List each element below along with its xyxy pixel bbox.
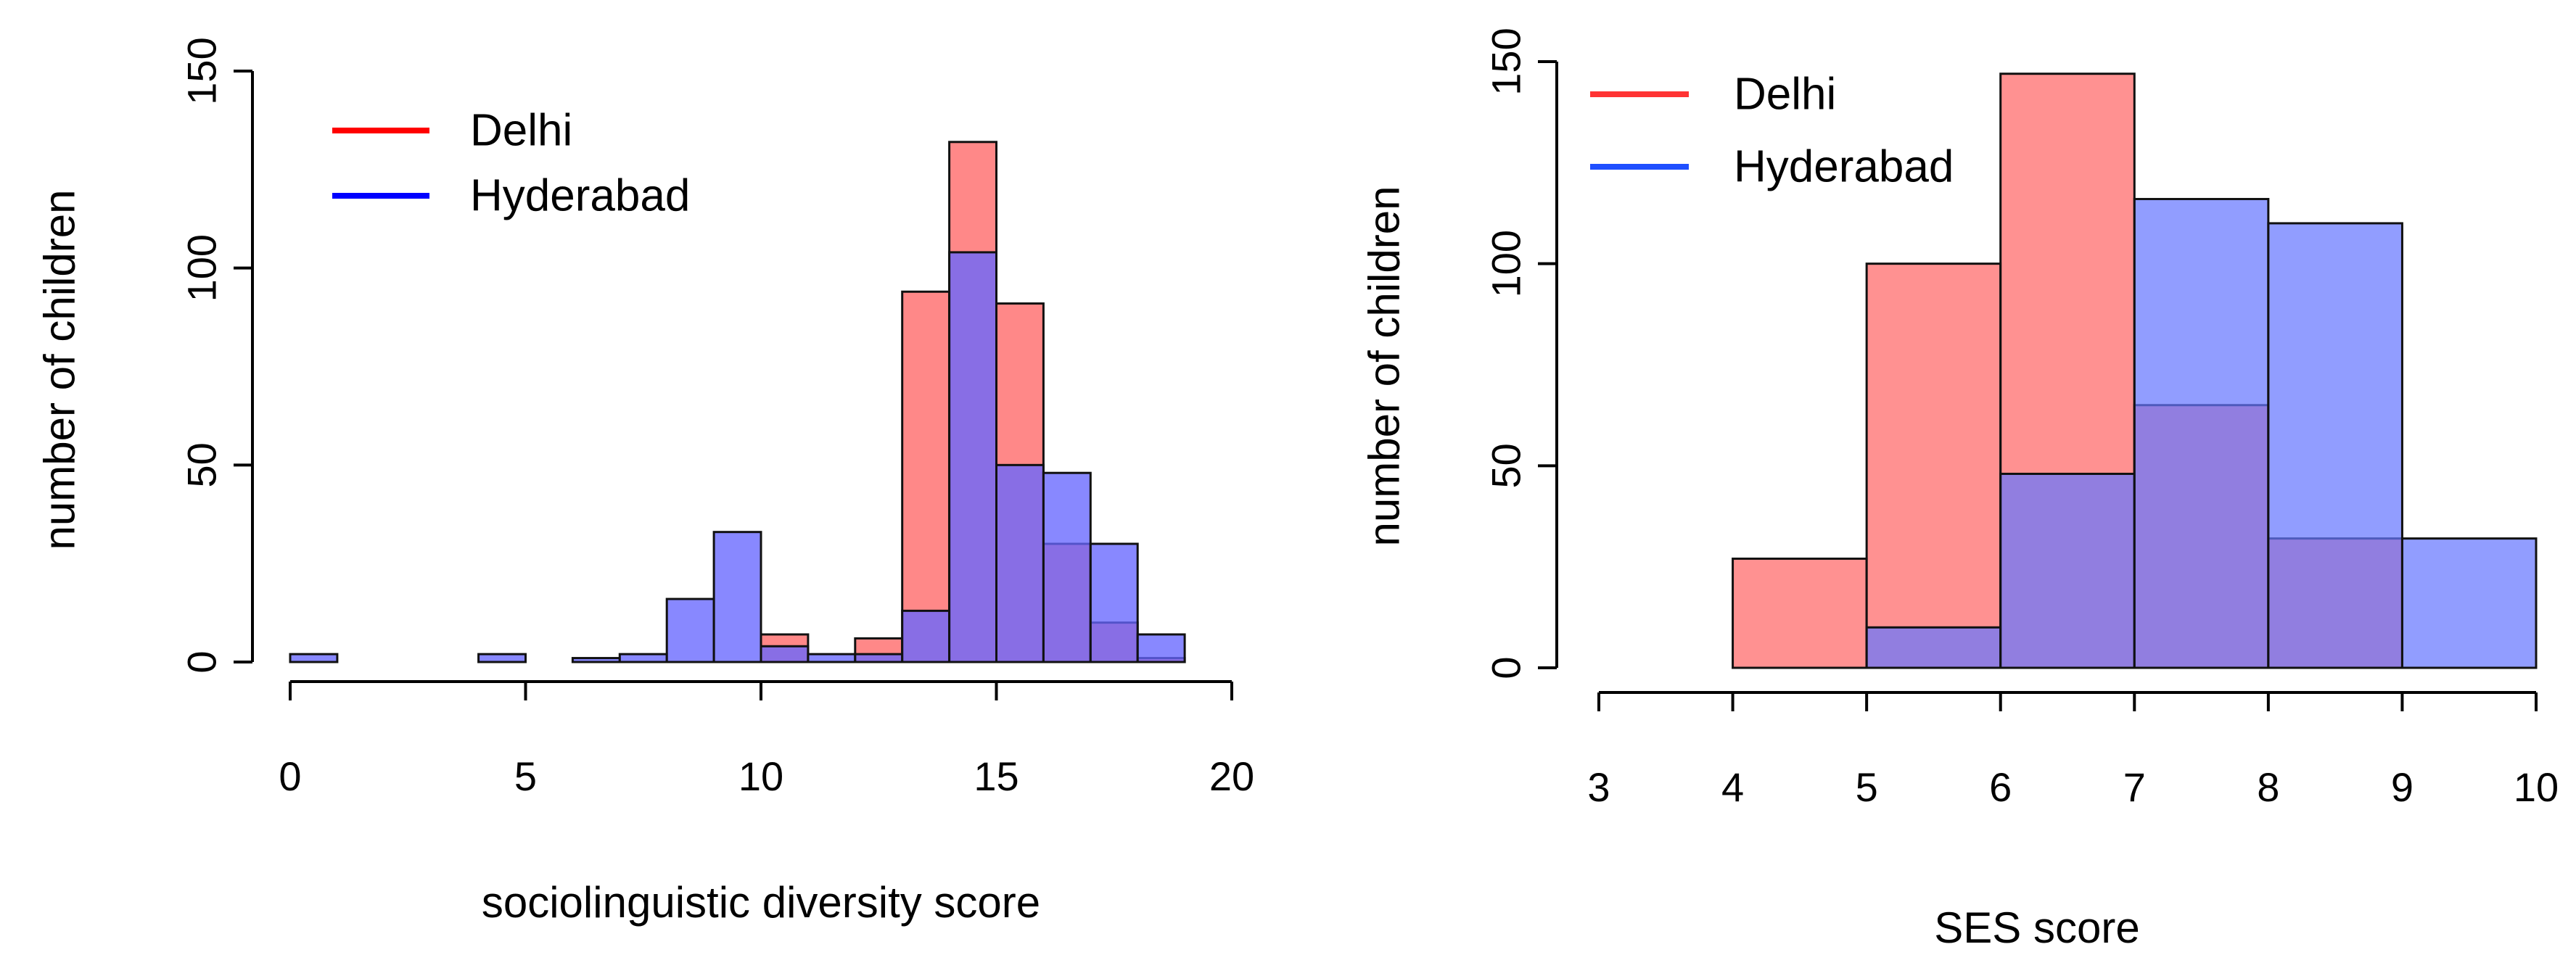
- chart-1-x-axis: 0 5 10 15 20: [279, 680, 1254, 799]
- chart-2-y-tick-label: 100: [1484, 230, 1529, 297]
- chart-2-bar-hyderabad-6: [1999, 472, 2136, 669]
- chart-1-bar-hyderabad-9: [712, 531, 762, 663]
- chart-1-bar-delhi-13: [901, 290, 951, 663]
- chart-2-bar-hyderabad-9: [2400, 537, 2538, 669]
- chart-2-bar-delhi-5: [1865, 262, 2002, 669]
- chart-2-legend: Delhi Hyderabad: [1590, 70, 1954, 192]
- chart-2-x-axis: 3 4 5 6 7 8 9 10: [1587, 691, 2559, 810]
- chart-1-y-axis: 0 50 100 150: [179, 37, 254, 674]
- chart-1-x-tick-label: 20: [1209, 753, 1254, 799]
- chart-2-x-tick-label: 9: [2391, 764, 2414, 810]
- chart-1-x-tick-label: 5: [514, 753, 537, 799]
- chart-1-x-tick-label: 15: [974, 753, 1019, 799]
- chart-2-xlabel: SES score: [1934, 903, 2139, 952]
- chart-1-bar-hyderabad-15: [995, 463, 1045, 663]
- chart-2-bar-hyderabad-7: [2133, 197, 2270, 669]
- chart-1-bar-hyderabad-16: [1042, 471, 1092, 663]
- chart-1-legend-label-delhi: Delhi: [470, 106, 572, 156]
- chart-2-series-hyderabad: [1865, 197, 2538, 669]
- chart-2-y-tick-label: 0: [1484, 656, 1529, 679]
- chart-2-legend-label-delhi: Delhi: [1734, 70, 1836, 120]
- chart-2-x-tick-label: 5: [1856, 764, 1878, 810]
- chart-2-bar-hyderabad-5: [1865, 626, 2002, 669]
- chart-2-x-tick-label: 8: [2257, 764, 2279, 810]
- chart-2-bar-delhi-4: [1732, 558, 1868, 669]
- chart-2-x-tick-label: 3: [1587, 764, 1610, 810]
- chart-1-bar-hyderabad-17: [1089, 542, 1139, 663]
- chart-1-y-tick-label: 100: [179, 234, 225, 302]
- chart-1-x-tick-label: 0: [279, 753, 301, 799]
- chart-1-bar-hyderabad-4: [477, 653, 527, 663]
- chart-1-bar-hyderabad-13: [901, 609, 951, 663]
- chart-1-legend: Delhi Hyderabad: [332, 106, 690, 221]
- chart-2-x-tick-label: 7: [2123, 764, 2146, 810]
- chart-1-ylabel: number of children: [36, 190, 84, 550]
- chart-1-bar-hyderabad-11: [807, 653, 857, 663]
- chart-1-bar-hyderabad-6: [571, 657, 621, 663]
- chart-1-bar-hyderabad-18: [1136, 633, 1186, 663]
- chart-1-series-hyderabad: [289, 251, 1186, 663]
- chart-1-xlabel: sociolinguistic diversity score: [482, 878, 1040, 927]
- chart-2-bar-hyderabad-8: [2267, 222, 2403, 669]
- chart-1-bar-hyderabad-8: [665, 597, 715, 663]
- chart-2-x-tick-label: 6: [1989, 764, 2012, 810]
- chart-1-y-tick-label: 0: [179, 650, 225, 673]
- chart-2-x-tick-label: 4: [1721, 764, 1744, 810]
- chart-2-ylabel: number of children: [1360, 186, 1409, 547]
- chart-2-y-tick-label: 50: [1484, 443, 1529, 488]
- chart-2-y-tick-label: 150: [1484, 28, 1529, 95]
- chart-1-y-tick-label: 150: [179, 37, 225, 104]
- chart-2-y-axis: 0 50 100 150: [1484, 28, 1558, 679]
- chart-1-bar-hyderabad-14: [948, 251, 997, 663]
- sociolinguistic-histogram-panel: 0 5 10 15 20 0 50 100 150 sociolinguistic diversi…: [36, 37, 1255, 927]
- chart-1-legend-label-hyderabad: Hyderabad: [470, 171, 690, 221]
- chart-1-bar-hyderabad-7: [618, 653, 668, 663]
- chart-1-bar-hyderabad-0: [289, 653, 339, 663]
- chart-2-x-tick-label: 10: [2514, 764, 2559, 810]
- chart-1-x-tick-label: 10: [738, 753, 783, 799]
- chart-2-legend-label-hyderabad: Hyderabad: [1734, 142, 1954, 192]
- chart-1-bar-hyderabad-10: [760, 645, 810, 663]
- chart-1-bar-hyderabad-12: [854, 653, 904, 663]
- chart-1-y-tick-label: 50: [179, 442, 225, 487]
